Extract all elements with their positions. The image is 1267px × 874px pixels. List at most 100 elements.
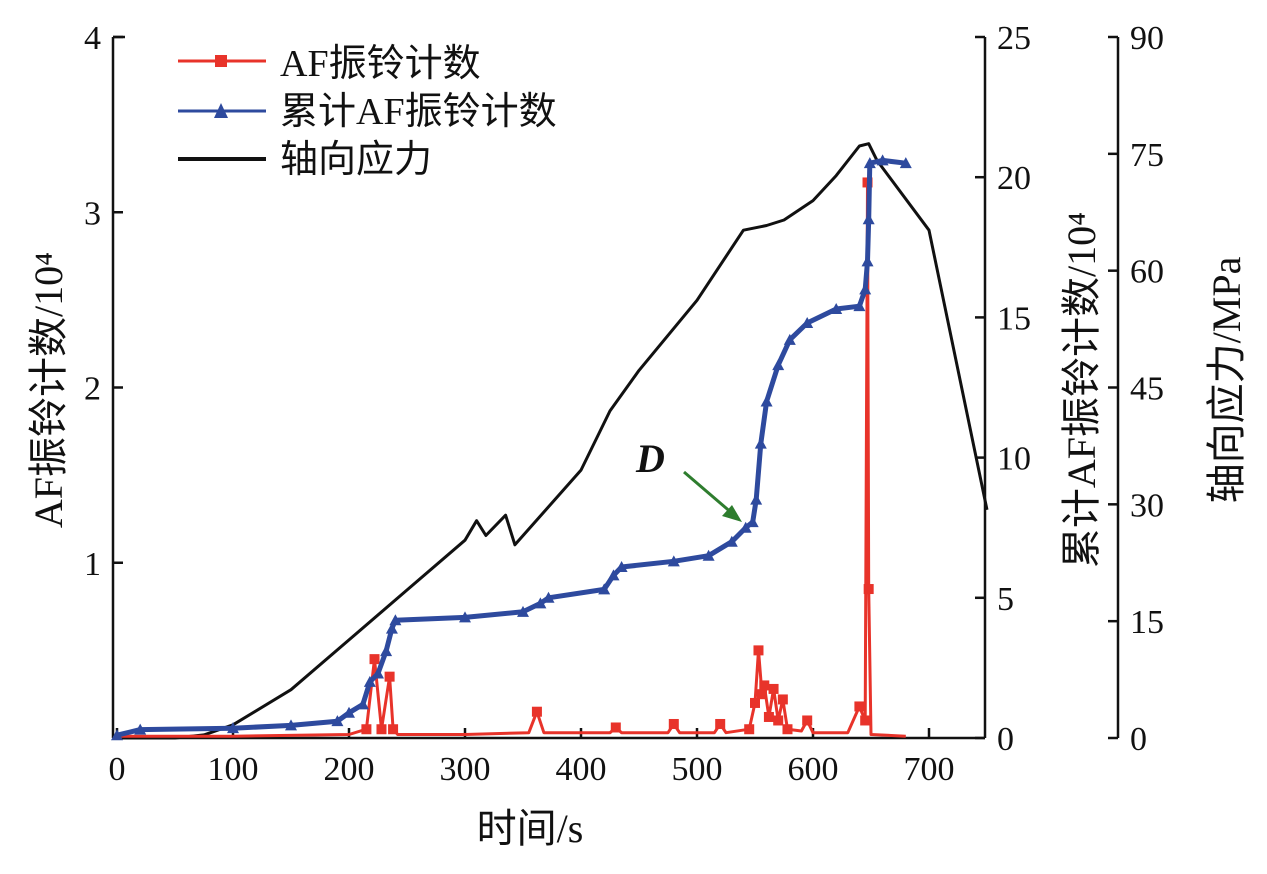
legend-af-marker bbox=[215, 55, 227, 67]
legend-stress-label: 轴向应力 bbox=[280, 139, 432, 181]
legend: AF振铃计数 累计AF振铃计数 轴向应力 bbox=[178, 43, 557, 181]
x-tick-label: 700 bbox=[904, 751, 955, 788]
x-tick-label: 100 bbox=[208, 751, 259, 788]
af-point bbox=[759, 680, 770, 691]
y-right1-tick-label: 25 bbox=[997, 20, 1031, 57]
cumulative-point bbox=[356, 698, 369, 710]
annotation-d: D bbox=[635, 436, 742, 522]
y-right2-tick-label: 45 bbox=[1130, 371, 1164, 408]
af-point bbox=[531, 706, 542, 717]
y-left-axis-label: AF振铃计数/10⁴ bbox=[26, 252, 71, 528]
y-right2-tick-label: 0 bbox=[1130, 721, 1147, 758]
af-point bbox=[756, 689, 767, 700]
cumulative-point bbox=[343, 706, 355, 718]
legend-cum-marker bbox=[214, 103, 228, 118]
cumulative-point bbox=[746, 516, 759, 528]
cumulative-point bbox=[459, 611, 471, 623]
af-point bbox=[863, 584, 874, 595]
y-right2-tick-label: 30 bbox=[1130, 487, 1164, 524]
series-line-stress bbox=[117, 142, 989, 740]
legend-af-label: AF振铃计数 bbox=[280, 43, 481, 85]
annotation-arrow bbox=[683, 470, 734, 516]
af-point bbox=[610, 722, 621, 733]
annotation-label: D bbox=[635, 436, 665, 481]
x-tick-label: 600 bbox=[788, 751, 839, 788]
af-point bbox=[376, 724, 387, 735]
y-right1-tick-label: 15 bbox=[997, 300, 1031, 337]
cumulative-point bbox=[542, 591, 555, 603]
y-left-tick-label: 1 bbox=[84, 546, 101, 583]
cumulative-point bbox=[385, 622, 398, 634]
cumulative-point bbox=[899, 157, 912, 169]
cumulative-point bbox=[134, 723, 147, 735]
x-tick-label: 300 bbox=[440, 751, 491, 788]
af-point bbox=[854, 701, 865, 712]
cumulative-point bbox=[772, 359, 785, 371]
y-right1-tick-label: 20 bbox=[997, 160, 1031, 197]
y-right1-axis-label: 累计AF振铃计数/10⁴ bbox=[1059, 212, 1104, 568]
y-right1-tick-label: 5 bbox=[997, 581, 1014, 618]
cumulative-point bbox=[862, 213, 875, 225]
axes: 0 100 200 300 400 500 600 700 1 2 3 4 0 5 10 15 20 25 0 15 3… bbox=[84, 20, 1164, 788]
af-point bbox=[369, 654, 380, 665]
cumulative-point bbox=[801, 317, 814, 329]
cumulative-point bbox=[830, 302, 843, 314]
cumulative-point bbox=[739, 521, 752, 533]
cumulative-point bbox=[667, 555, 680, 567]
af-point bbox=[384, 671, 395, 682]
af-point bbox=[777, 694, 788, 705]
y-right2-axis-label: 轴向应力/MPa bbox=[1204, 256, 1249, 503]
af-point bbox=[768, 683, 779, 694]
af-point bbox=[860, 715, 871, 726]
af-point bbox=[750, 697, 760, 708]
af-point bbox=[763, 711, 774, 722]
y-right2-tick-label: 90 bbox=[1130, 20, 1164, 57]
af-point bbox=[782, 724, 793, 735]
x-tick-label: 500 bbox=[672, 751, 723, 788]
series-line-af bbox=[117, 181, 906, 738]
cumulative-point bbox=[750, 493, 763, 505]
y-right2-tick-label: 15 bbox=[1130, 604, 1164, 641]
series-layer bbox=[111, 142, 989, 741]
cumulative-point bbox=[702, 549, 715, 561]
af-point bbox=[361, 724, 372, 735]
af-point bbox=[802, 715, 813, 726]
x-tick-label: 400 bbox=[556, 751, 607, 788]
legend-cum-label: 累计AF振铃计数 bbox=[280, 91, 557, 133]
x-axis-label: 时间/s bbox=[477, 806, 584, 851]
cumulative-point bbox=[615, 560, 628, 572]
y-right2-tick-label: 60 bbox=[1130, 254, 1164, 291]
annotation-arrowhead bbox=[722, 505, 742, 522]
cumulative-point bbox=[331, 715, 344, 727]
y-right2-tick-label: 75 bbox=[1130, 137, 1164, 174]
cumulative-point bbox=[598, 583, 611, 595]
y-left-tick-label: 2 bbox=[84, 371, 101, 408]
cumulative-point bbox=[863, 157, 876, 169]
cumulative-point bbox=[876, 154, 889, 166]
cumulative-point bbox=[363, 675, 376, 687]
y-right1-tick-label: 10 bbox=[997, 441, 1031, 478]
cumulative-point bbox=[111, 729, 123, 741]
cumulative-point bbox=[517, 605, 529, 617]
series-line-cumulative bbox=[116, 157, 907, 738]
cumulative-point bbox=[227, 722, 239, 734]
cumulative-point bbox=[861, 255, 874, 267]
cumulative-point bbox=[853, 300, 866, 312]
af-point bbox=[715, 718, 726, 729]
cumulative-point bbox=[607, 569, 620, 581]
af-point bbox=[744, 724, 755, 735]
cumulative-point bbox=[380, 645, 393, 657]
cumulative-point bbox=[372, 667, 384, 679]
af-point bbox=[388, 724, 399, 735]
cumulative-point bbox=[783, 333, 796, 345]
x-tick-label: 200 bbox=[324, 751, 375, 788]
y-left-tick-label: 4 bbox=[84, 20, 101, 57]
y-right1-tick-label: 0 bbox=[997, 721, 1014, 758]
cumulative-point bbox=[389, 614, 402, 626]
x-tick-label: 0 bbox=[109, 751, 126, 788]
cumulative-point bbox=[760, 395, 773, 407]
af-point bbox=[753, 645, 764, 656]
y-left-tick-label: 3 bbox=[84, 195, 101, 232]
cumulative-point bbox=[725, 535, 738, 547]
af-point bbox=[668, 718, 679, 729]
